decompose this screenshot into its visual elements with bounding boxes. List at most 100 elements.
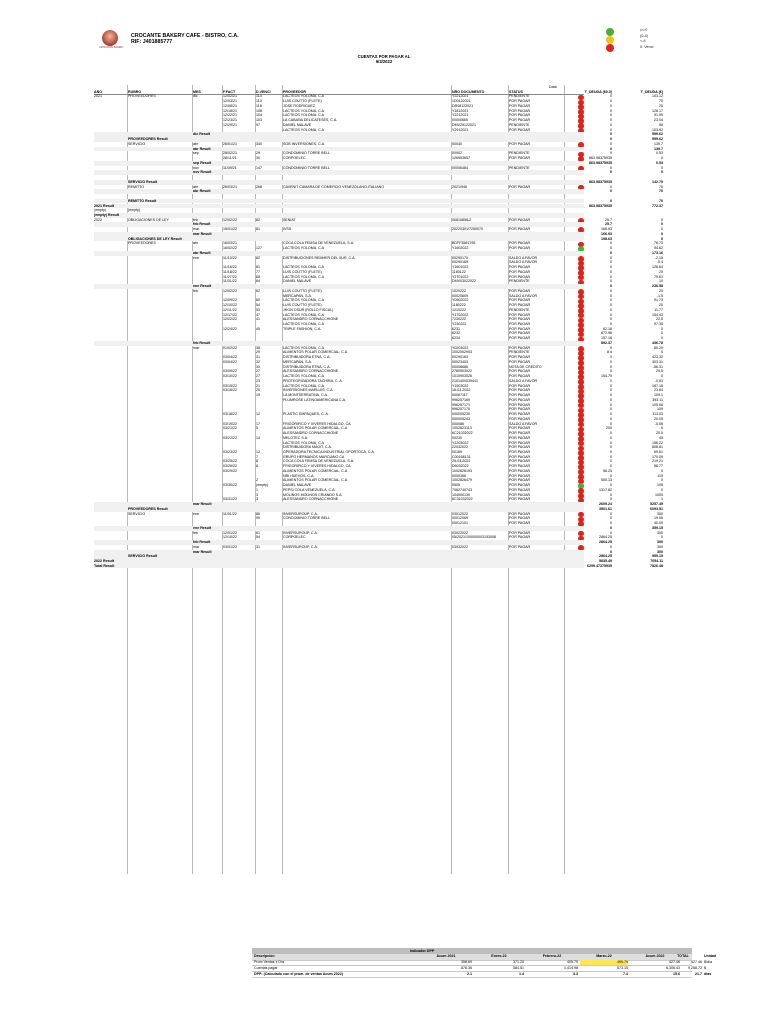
status-indicator-icon: [578, 521, 584, 527]
table-row: DISTRIBUIDORA MAGIT, C.A. 22032022 POR PAG…: [94, 445, 663, 452]
table-row: 000005243 POR PAGAR 0 20.05: [94, 417, 663, 423]
cell-document-number: 1010903026: [452, 374, 472, 379]
cell-invoice-date: 11/01/22: [223, 511, 237, 516]
table-row: PROVEEDORES abr 16/03/21 COCA COLA FEMSA DE…: [94, 241, 663, 248]
cell-invoice-date: 12/11/22: [223, 307, 237, 312]
status-indicator-icon: [578, 488, 584, 494]
dpp-header-row: Descripción Acum 2021 Enero-22 Febrero-22 Ma…: [252, 953, 716, 961]
cell-debt-usd: 166.93: [601, 231, 612, 236]
cell-debt-eur: 0.53: [656, 160, 663, 165]
cell-days-due: 27: [256, 374, 260, 379]
status-indicator-icon: [578, 265, 584, 271]
grid-line: [222, 85, 223, 874]
dpp-cell: 371.20: [513, 960, 524, 965]
cell-document-number: 00290170: [452, 255, 468, 260]
table-row: 1 PEPSI COLA VENEZUELA, C.A. 7062740743 POR…: [94, 487, 663, 494]
cell-supplier: CONDOMINIO TORRE BELL: [283, 151, 330, 156]
cell-status: POR PAGAR: [509, 374, 531, 379]
dpp-cell: 405.79: [567, 960, 578, 965]
cell-status: POR PAGAR: [509, 274, 531, 279]
subtotal-row: ene Result 0 236.58: [94, 284, 663, 289]
cell-debt-eur: 0: [661, 170, 663, 175]
cell-days-due: 97: [256, 122, 260, 127]
cell-days-due: 12: [256, 449, 260, 454]
cell-debt-usd: 3501.61: [599, 506, 612, 511]
grid-line: [451, 85, 452, 874]
cell-debt-eur: 78.73: [654, 241, 663, 246]
report-date: 6/3/2022: [375, 59, 393, 65]
status-indicator-icon: [578, 289, 584, 295]
cell-supplier: PEPSI COLA VENEZUELA, C.A.: [283, 487, 336, 492]
subtotal-row: mar Result 166.93 0: [94, 231, 663, 237]
cell-debt-usd: 0: [610, 402, 612, 407]
cell-supplier: MERCAPAN, S.A.: [283, 293, 312, 298]
cell-debt-usd: 0: [610, 312, 612, 317]
cell-status: POR PAGAR: [509, 113, 531, 118]
subtotal-row: 2021 Result 863.98375935 772.37: [94, 203, 663, 209]
grid-line: [564, 85, 565, 874]
cell-days-due: 86: [256, 511, 260, 516]
cell-status: POR PAGAR: [509, 464, 531, 469]
cell-status: PENDIENTE: [509, 94, 530, 99]
table-row: MERCAPAN, S.A. 00020609 SALDO A FAVOR 0 -1.5: [94, 293, 663, 300]
cell-supplier: PROTEGRIZADORA TACHIRA, C. A.: [283, 378, 343, 383]
cell-invoice-date: 03/25/22: [223, 459, 237, 464]
cell-supplier: PLASTIC EMPAQUES, C. A.: [283, 412, 329, 417]
cell-month: dic: [193, 94, 198, 99]
cell-debt-usd: 0: [610, 141, 612, 146]
table-row: 29 ALIMENTOS POLAR COMERCIAL, C.A 10020029…: [94, 350, 663, 357]
cell-month: mar: [193, 345, 200, 350]
cell-debt-eur: 0: [661, 156, 663, 161]
cell-invoice-date: 03/23/22: [223, 449, 237, 454]
cell-month: abr: [193, 184, 199, 189]
cell-debt-eur: -0.4: [656, 260, 663, 265]
report-title-block: CUENTAS POR PAGAR AL 6/3/2022: [0, 54, 768, 64]
cell-document-number: Y1602022: [452, 246, 469, 251]
cell-debt-usd: 0: [610, 483, 612, 488]
cell-status: POR PAGAR: [509, 412, 531, 417]
cell-debt-usd: 0: [610, 322, 612, 326]
cell-debt-eur: 56: [659, 122, 663, 127]
cell-debt-eur: 0: [661, 236, 663, 241]
table-row: 03/29/22 ALIMENTOS POLAR COMERCIAL, C.A 10…: [94, 469, 663, 475]
cell-status: POR PAGAR: [509, 426, 531, 431]
status-indicator-icon: [578, 355, 584, 362]
cell-debt-usd: 0: [610, 412, 612, 417]
cell-status: SALDO A FAVOR: [509, 255, 538, 260]
cell-rubro: OBLIGACIONES DE LEY Result: [128, 236, 182, 241]
table-row: 03/04/22 32 MERCAPAN, S.A. 00023403 POR PAGA…: [94, 360, 663, 366]
cell-status: POR PAGAR: [509, 483, 531, 488]
cell-debt-usd: 863.98375935: [589, 203, 612, 208]
cell-document-number: 00230: [452, 435, 462, 440]
table-row: 996257171 POR PAGAR 0 105.06: [94, 403, 663, 409]
cell-status: PENDIENTE: [509, 307, 530, 312]
cell-debt-usd: 200: [606, 426, 612, 431]
cell-document-number: 0505: [452, 483, 460, 488]
column-header: D.VENCI: [256, 89, 271, 94]
cell-debt-eur: 772.37: [652, 203, 663, 208]
cell-supplier: GRUPO HERMANOS MARCIANO CA: [283, 454, 345, 459]
cell-debt-usd: 0: [610, 127, 612, 132]
cell-month: nov: [193, 165, 199, 170]
cell-document-number: 104000130: [452, 492, 470, 497]
cell-debt-eur: 0: [661, 331, 663, 336]
cell-days-due: 54: [256, 303, 260, 308]
subtotal-row: PROVEEDORES Result 0 599.62: [94, 137, 663, 142]
cell-debt-usd: 672.96: [601, 331, 612, 336]
cell-status: POR PAGAR: [509, 478, 531, 483]
status-indicator-icon: [578, 516, 584, 523]
cell-month: feb: [193, 217, 198, 222]
table-row: 12/03/21 113 LUIS COUTTO (FLETE) 1D0122021 P…: [94, 99, 663, 106]
cell-debt-eur: 300: [657, 530, 663, 535]
cell-status: POR PAGAR: [509, 393, 531, 398]
table-header-row: AÑO RUBRO MES F.FACT D.VENCI PROVEEDOR NRO DOC…: [94, 89, 663, 96]
cell-rubro: REMITTO Result: [128, 198, 157, 203]
cell-debt-usd: 0: [610, 298, 612, 303]
cell-status: POR PAGAR: [509, 298, 531, 303]
cell-document-number: DMV29122021: [452, 122, 476, 127]
cell-supplier: DANIEL MALAVE: [283, 122, 312, 127]
cell-month: feb Result: [193, 540, 211, 545]
cell-debt-usd: 0: [610, 184, 612, 189]
cell-year: 2022: [94, 217, 102, 222]
table-row: 23 PROTEGRIZADORA TACHIRA, C. A. 210140003…: [94, 378, 663, 385]
